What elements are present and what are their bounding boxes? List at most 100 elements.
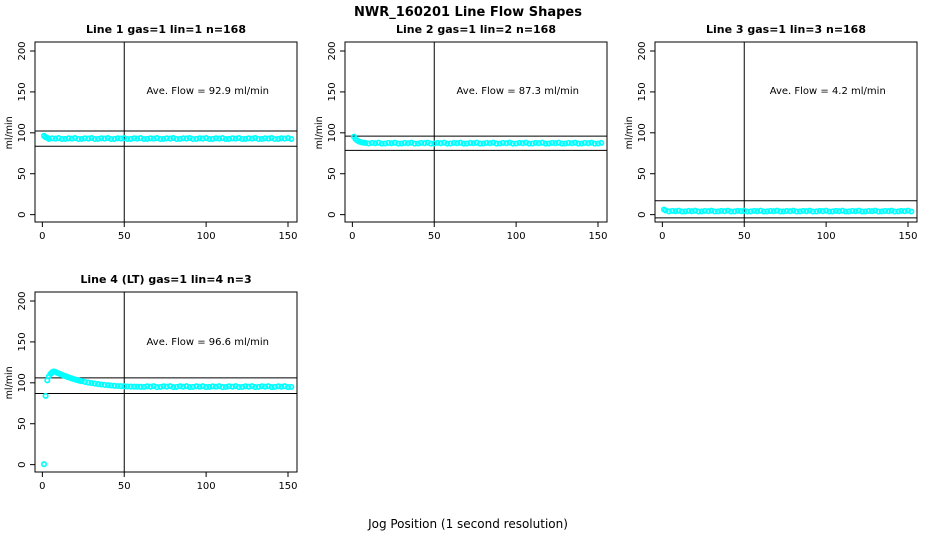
data-point <box>111 382 118 389</box>
data-point <box>898 207 905 214</box>
data-point <box>467 139 474 146</box>
data-point <box>189 135 197 143</box>
data-point <box>447 140 454 147</box>
data-point <box>248 383 256 390</box>
data-point <box>714 208 722 215</box>
data-point <box>823 207 830 214</box>
data-point <box>737 208 745 215</box>
data-point <box>232 135 239 142</box>
data-point <box>98 135 105 142</box>
data-point <box>140 383 147 390</box>
data-point <box>265 135 272 142</box>
data-point <box>242 135 249 142</box>
data-point <box>157 383 164 390</box>
data-point <box>457 139 464 146</box>
subplot-1: Line 1 gas=1 lin=1 n=168 0 50 100 150 0 50 100 1… <box>4 23 298 242</box>
data-point <box>875 208 882 215</box>
y-tick-label: 150 <box>17 82 28 101</box>
y-tick-label: 0 <box>17 211 28 217</box>
data-point <box>170 135 177 142</box>
plot-border <box>34 291 298 473</box>
data-point <box>777 208 784 215</box>
data-point <box>855 207 862 214</box>
data-point <box>431 140 438 147</box>
data-point <box>568 140 575 147</box>
data-point <box>839 207 846 214</box>
data-point <box>101 381 108 388</box>
data-point <box>242 383 249 390</box>
y-tick-label: 50 <box>327 167 338 180</box>
data-point <box>578 140 585 147</box>
data-point <box>160 135 167 142</box>
data-point <box>418 139 425 146</box>
data-point <box>842 208 849 215</box>
data-point <box>258 135 265 142</box>
data-point <box>275 135 282 142</box>
x-tick-label: 100 <box>197 231 216 242</box>
data-point <box>542 140 549 147</box>
data-point <box>121 383 128 390</box>
data-point <box>160 383 167 390</box>
ave-flow-annotation: Ave. Flow = 4.2 ml/min <box>770 86 886 97</box>
data-point <box>678 208 686 215</box>
data-point <box>760 208 767 215</box>
data-point <box>526 140 533 147</box>
data-point <box>147 135 154 142</box>
x-tick-label: 150 <box>898 231 917 242</box>
data-point <box>170 384 177 391</box>
data-point <box>284 135 292 142</box>
data-point <box>52 135 59 142</box>
y-tick-label: 100 <box>17 123 28 142</box>
data-point <box>127 383 134 390</box>
data-point <box>401 139 408 146</box>
data-point <box>535 140 543 147</box>
data-point <box>271 383 278 390</box>
data-point <box>552 140 559 147</box>
data-point <box>111 135 118 142</box>
data-point <box>904 207 912 214</box>
data-point <box>819 208 826 215</box>
data-point <box>901 208 908 215</box>
data-point <box>281 383 288 390</box>
data-point <box>682 208 689 215</box>
data-point <box>711 208 718 215</box>
x-tick-label: 0 <box>349 231 355 242</box>
data-point <box>144 135 151 142</box>
data-point <box>744 208 751 215</box>
data-point <box>728 208 735 215</box>
data-point <box>245 383 252 390</box>
y-tick-label: 200 <box>637 41 648 60</box>
data-point <box>692 207 699 214</box>
data-point <box>773 207 781 214</box>
y-tick-label: 0 <box>327 211 338 217</box>
data-point <box>519 140 526 147</box>
data-point <box>685 207 692 214</box>
data-point <box>796 208 803 215</box>
data-point <box>669 207 676 214</box>
data-point <box>176 135 183 142</box>
data-point <box>441 139 448 146</box>
data-point <box>78 378 85 385</box>
data-point <box>581 139 588 146</box>
data-point <box>219 384 226 391</box>
y-tick-label: 0 <box>17 461 28 467</box>
data-point <box>75 135 82 143</box>
data-point <box>793 208 800 215</box>
x-tick-label: 0 <box>39 231 45 242</box>
data-point <box>695 208 702 215</box>
data-point <box>262 383 269 390</box>
data-point <box>222 135 229 143</box>
data-point <box>229 135 236 142</box>
data-point <box>862 208 869 215</box>
data-point <box>150 383 157 390</box>
subplot-3: Line 3 gas=1 lin=3 n=168 0 50 100 150 0 50 100 1… <box>624 23 918 242</box>
data-point <box>255 135 262 143</box>
data-point <box>232 383 239 390</box>
data-point <box>734 207 741 214</box>
data-point <box>404 140 412 147</box>
data-point <box>562 140 569 147</box>
data-point <box>701 207 708 214</box>
data-point <box>362 139 369 147</box>
data-point <box>908 208 915 215</box>
data-point <box>45 135 52 142</box>
